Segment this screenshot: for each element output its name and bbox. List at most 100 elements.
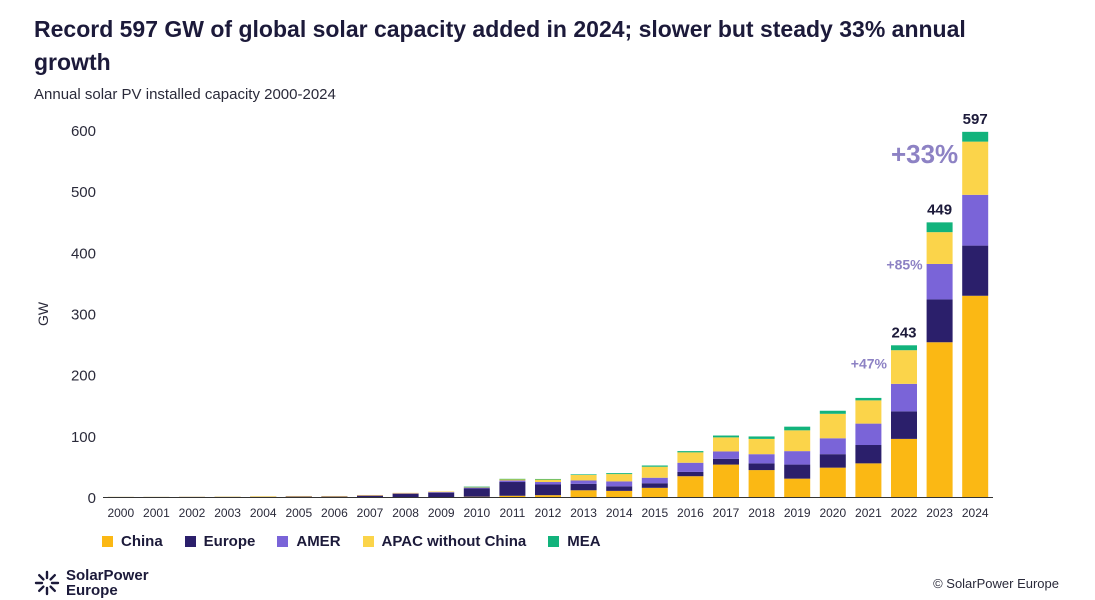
bar-segment-amer (392, 493, 419, 494)
legend-label-china: China (121, 533, 163, 550)
bar-segment-apac-without-china (250, 496, 277, 497)
x-tick-label: 2019 (784, 506, 811, 520)
x-tick-label: 2022 (891, 506, 918, 520)
bar-segment-mea (819, 410, 846, 414)
bar-segment-europe (535, 484, 561, 496)
bar-segment-europe (713, 458, 739, 465)
x-tick-label: 2005 (285, 506, 312, 520)
bar-segment-apac-without-china (214, 496, 241, 498)
bar-segment-europe (463, 488, 490, 497)
legend-label-amer: AMER (296, 533, 341, 550)
y-tick-label: 0 (88, 490, 96, 507)
bar-segment-apac-without-china (962, 141, 989, 195)
bar-segment-apac-without-china (891, 350, 917, 384)
bar-segment-amer (713, 451, 739, 459)
legend-item-china: China (102, 533, 163, 550)
bar-segment-china (570, 490, 597, 497)
chart-legend: China Europe AMER APAC without China MEA (102, 533, 623, 550)
x-tick-label: 2004 (250, 506, 277, 520)
legend-item-apac: APAC without China (362, 533, 527, 550)
bar-segment-amer (677, 462, 704, 472)
growth-annotation: +47% (851, 356, 888, 372)
bar-segment-mea (570, 474, 597, 475)
bar-segment-mea (784, 426, 811, 431)
x-tick-label: 2015 (641, 506, 668, 520)
bar-segment-mea (677, 451, 704, 453)
bar-segment-apac-without-china (428, 491, 455, 493)
bar-segment-china (463, 496, 490, 498)
bar-segment-amer (535, 482, 561, 485)
x-tick-label: 2012 (535, 506, 562, 520)
y-tick-label: 400 (71, 245, 96, 262)
bar-segment-china (713, 464, 739, 497)
bar-segment-china (855, 463, 882, 497)
growth-annotation: +33% (891, 139, 958, 169)
bar-segment-china (606, 490, 633, 497)
bar-segment-mea (713, 435, 739, 438)
bar-segment-china (535, 495, 561, 497)
x-tick-label: 2006 (321, 506, 348, 520)
bar-segment-mea (962, 131, 989, 142)
bar-segment-amer (748, 454, 775, 464)
y-tick-label: 300 (71, 307, 96, 324)
x-tick-label: 2008 (392, 506, 419, 520)
bar-segment-apac-without-china (321, 495, 348, 497)
bar-segment-europe (606, 486, 633, 491)
copyright-notice: © SolarPower Europe (933, 576, 1059, 591)
bar-segment-china (677, 476, 704, 497)
bar-segment-apac-without-china (606, 474, 633, 482)
bar-segment-apac-without-china (748, 438, 775, 455)
bar-segment-amer (499, 480, 526, 483)
x-tick-label: 2002 (179, 506, 206, 520)
bar-segment-amer (463, 487, 490, 489)
bar-segment-apac-without-china (570, 474, 597, 481)
bar-segment-apac-without-china (392, 492, 419, 494)
x-tick-label: 2009 (428, 506, 455, 520)
x-tick-label: 2000 (107, 506, 134, 520)
logo-text: SolarPower Europe (66, 568, 149, 598)
bar-segment-europe (962, 245, 989, 296)
logo-line-1: SolarPower (66, 567, 149, 584)
bar-segment-mea (748, 436, 775, 439)
bar-segment-apac-without-china (641, 466, 668, 478)
bar-segment-europe (855, 445, 882, 464)
bar-segment-europe (926, 299, 953, 343)
bar-segment-europe (570, 483, 597, 491)
x-tick-label: 2023 (926, 506, 953, 520)
chart-subtitle: Annual solar PV installed capacity 2000-… (34, 86, 336, 103)
bar-segment-amer (357, 495, 383, 496)
x-tick-label: 2007 (357, 506, 384, 520)
bar-segment-apac-without-china (499, 478, 526, 481)
chart-title: Record 597 GW of global solar capacity a… (34, 16, 966, 75)
bar-segment-mea (891, 345, 917, 351)
bar-segment-apac-without-china (357, 494, 383, 496)
bar-segment-china (819, 467, 846, 497)
bar-total-label: 449 (927, 201, 952, 218)
x-tick-label: 2021 (855, 506, 882, 520)
bar-segment-europe (891, 411, 917, 439)
y-axis-label: GW (35, 301, 51, 326)
bar-segment-amer (570, 480, 597, 484)
y-tick-label: 100 (71, 429, 96, 446)
x-tick-label: 2024 (962, 506, 989, 520)
logo-line-2: Europe (66, 582, 118, 599)
bar-segment-apac-without-china (926, 232, 953, 264)
legend-swatch-europe (184, 536, 196, 547)
bar-segment-amer (606, 481, 633, 487)
bar-segment-mea (463, 486, 490, 488)
bar-segment-apac-without-china (784, 430, 811, 452)
legend-label-apac: APAC without China (381, 533, 527, 550)
bar-segment-mea (855, 397, 882, 401)
bar-segment-mea (641, 465, 668, 467)
legend-item-mea: MEA (548, 533, 601, 550)
bar-segment-apac-without-china (285, 495, 312, 497)
bar-segment-apac-without-china (713, 437, 739, 452)
bar-total-label: 243 (891, 324, 916, 341)
solarpower-europe-logo: SolarPower Europe (34, 568, 149, 598)
y-tick-label: 200 (71, 368, 96, 385)
bar-segment-china (641, 487, 668, 497)
legend-item-amer: AMER (277, 533, 341, 550)
bar-segment-china (748, 470, 775, 497)
bar-segment-mea (926, 222, 953, 233)
stacked-bar-chart: 0 100 200 300 400 500 600 GW 2000 2001 2002 2003 200… (35, 111, 993, 520)
